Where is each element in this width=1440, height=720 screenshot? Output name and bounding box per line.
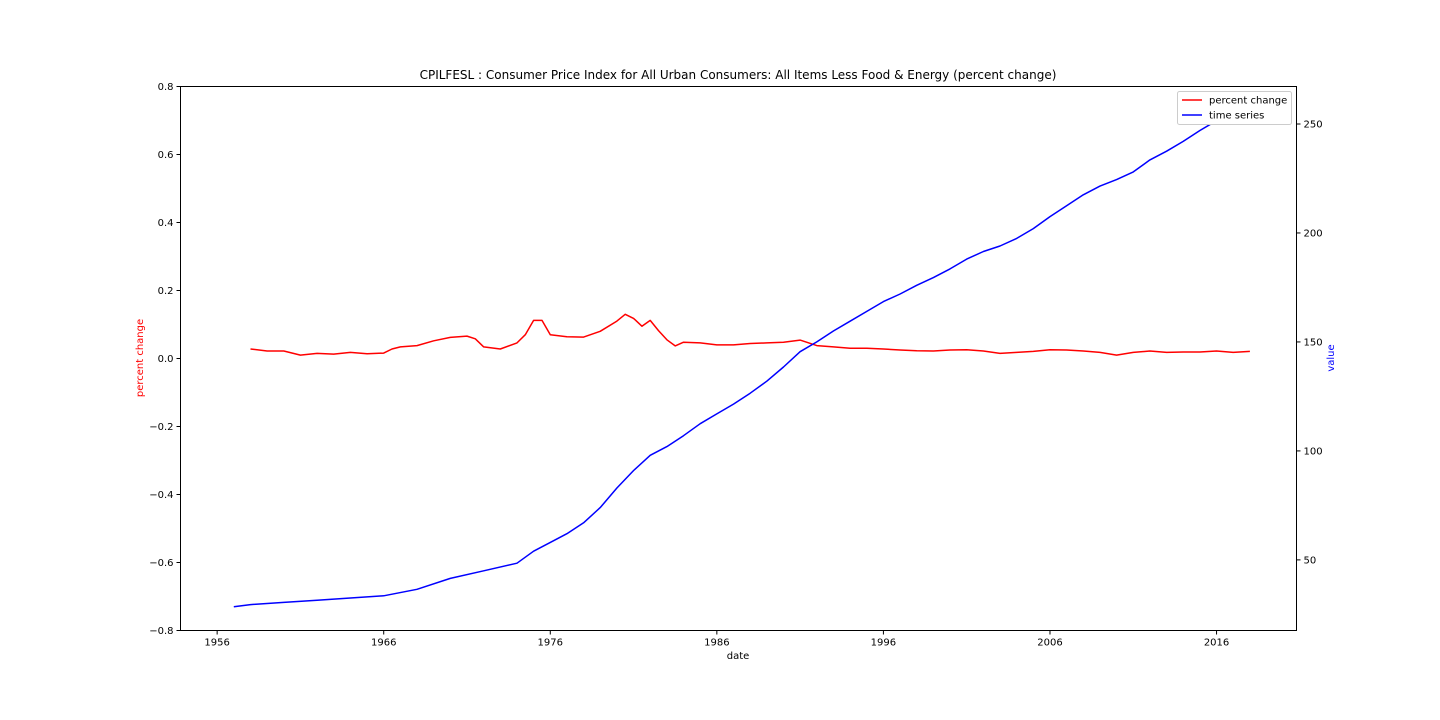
y-axis-left-ticks: 0.8 0.6 0.4 0.2 0.0 −0.2 −0.4 −0.6 −0.8 (149, 82, 181, 637)
x-axis-ticks: 1956 1966 1976 1986 1996 2006 2016 (204, 630, 1229, 649)
legend-label-percent-change: percent change (1209, 96, 1287, 107)
series-line-percent-change (250, 313, 1250, 356)
legend-box (1177, 91, 1292, 125)
x-tick-label-1: 1966 (371, 638, 396, 649)
y-left-tick-label-4: 0.0 (158, 354, 174, 365)
x-axis-label: date (727, 651, 750, 662)
y-left-tick-label-0: 0.8 (158, 82, 174, 93)
plot-frame (180, 86, 1297, 631)
x-tick-label-2: 1976 (538, 638, 563, 649)
y-left-tick-label-1: 0.6 (158, 150, 174, 161)
x-tick-label-0: 1956 (204, 638, 229, 649)
x-tick-label-6: 2016 (1204, 638, 1229, 649)
y-axis-left-label: percent change (135, 319, 146, 397)
x-tick-label-5: 2006 (1037, 638, 1062, 649)
y-left-tick-label-5: −0.2 (149, 422, 173, 433)
y-left-tick-label-6: −0.4 (149, 490, 173, 501)
y-right-tick-label-1: 200 (1304, 228, 1323, 239)
series-line-time-series (233, 101, 1251, 608)
y-left-tick-label-3: 0.2 (158, 286, 174, 297)
y-left-tick-label-7: −0.6 (149, 558, 173, 569)
y-right-tick-label-4: 50 (1304, 555, 1317, 566)
chart-title: CPILFESL : Consumer Price Index for All … (420, 68, 1057, 82)
legend: percent change time series (1177, 91, 1292, 125)
y-axis-right-label: value (1326, 344, 1337, 371)
y-axis-right-ticks: 250 200 150 100 50 (1296, 119, 1323, 566)
legend-label-time-series: time series (1209, 111, 1264, 122)
x-tick-label-4: 1996 (871, 638, 896, 649)
y-left-tick-label-2: 0.4 (158, 218, 174, 229)
y-right-tick-label-0: 250 (1304, 119, 1323, 130)
x-tick-label-3: 1986 (704, 638, 729, 649)
y-right-tick-label-3: 100 (1304, 446, 1323, 457)
y-right-tick-label-2: 150 (1304, 337, 1323, 348)
series-layer (233, 101, 1251, 608)
y-left-tick-label-8: −0.8 (149, 626, 173, 637)
